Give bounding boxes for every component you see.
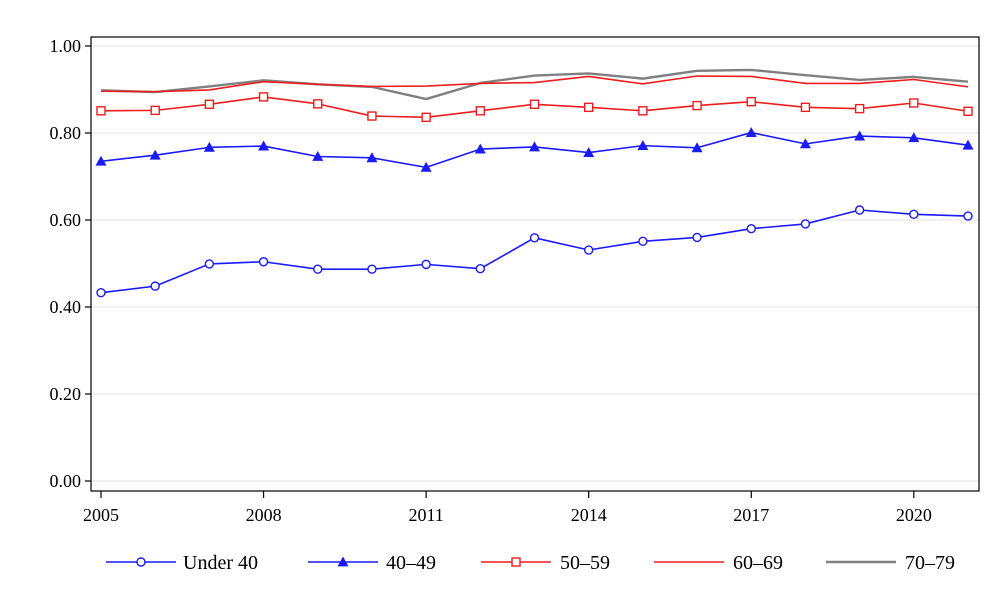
series-layer bbox=[95, 68, 974, 298]
data-point-triangle bbox=[691, 142, 703, 153]
data-point-square bbox=[963, 106, 973, 116]
data-point-triangle bbox=[583, 147, 595, 157]
y-tick-label: 0.00 bbox=[50, 471, 82, 491]
data-point-circle bbox=[854, 205, 865, 215]
series-1 bbox=[95, 127, 974, 172]
data-point-circle bbox=[475, 264, 486, 274]
data-point-triangle bbox=[474, 143, 486, 154]
data-point-circle bbox=[136, 557, 146, 567]
data-point-triangle bbox=[203, 141, 215, 152]
data-point-circle bbox=[692, 232, 702, 243]
data-point-square bbox=[638, 106, 648, 116]
series-3 bbox=[100, 75, 969, 93]
legend-label: 40–49 bbox=[386, 552, 436, 574]
data-point-square bbox=[258, 92, 269, 102]
data-point-square bbox=[583, 102, 594, 113]
data-point-square bbox=[529, 99, 540, 109]
x-tick-label: 2014 bbox=[571, 505, 607, 525]
data-point-triangle bbox=[799, 138, 811, 149]
data-point-triangle bbox=[908, 132, 920, 143]
data-point-triangle bbox=[366, 152, 378, 163]
data-point-circle bbox=[746, 223, 756, 234]
data-point-circle bbox=[258, 257, 269, 267]
data-point-triangle bbox=[637, 140, 649, 151]
data-point-triangle bbox=[854, 130, 866, 141]
legend-label: 70–79 bbox=[905, 552, 955, 574]
data-point-circle bbox=[96, 287, 106, 298]
legend-item-3: 60–69 bbox=[654, 552, 783, 574]
data-point-square bbox=[150, 105, 160, 116]
x-tick-label: 2005 bbox=[83, 505, 119, 525]
data-point-square bbox=[909, 98, 919, 108]
series-4 bbox=[100, 68, 969, 101]
legend-label: Under 40 bbox=[183, 552, 258, 574]
data-point-triangle bbox=[95, 155, 107, 166]
data-point-circle bbox=[638, 236, 648, 247]
data-point-square bbox=[511, 557, 521, 567]
data-point-circle bbox=[963, 211, 973, 221]
plot-frame bbox=[90, 36, 980, 492]
x-tick-label: 2008 bbox=[246, 505, 282, 525]
data-point-triangle bbox=[420, 161, 432, 172]
data-point-square bbox=[692, 100, 702, 111]
data-point-square bbox=[96, 106, 106, 116]
axes: 0.00 0.20 0.40 0.60 0.80 1.00 2005 2008 2011 2014… bbox=[50, 36, 980, 525]
data-point-triangle bbox=[337, 556, 349, 567]
data-point-circle bbox=[909, 209, 919, 220]
y-tick-label: 0.80 bbox=[50, 123, 82, 143]
data-point-circle bbox=[204, 259, 215, 269]
legend-item-2: 50–59 bbox=[481, 552, 610, 574]
data-point-triangle bbox=[258, 140, 270, 151]
x-tick-label: 2011 bbox=[408, 505, 443, 525]
y-tick-label: 0.40 bbox=[50, 297, 82, 317]
x-tick-label: 2020 bbox=[896, 505, 932, 525]
data-point-triangle bbox=[149, 149, 161, 160]
data-point-square bbox=[746, 96, 756, 107]
data-point-circle bbox=[529, 233, 540, 243]
data-point-circle bbox=[583, 245, 594, 255]
data-point-square bbox=[204, 99, 215, 109]
legend-label: 60–69 bbox=[733, 552, 783, 574]
x-tick-label: 2017 bbox=[733, 505, 769, 525]
data-point-triangle bbox=[529, 141, 540, 152]
y-tick-label: 0.60 bbox=[50, 210, 82, 230]
series-line bbox=[100, 209, 969, 294]
data-point-circle bbox=[800, 219, 811, 229]
data-point-circle bbox=[150, 281, 160, 291]
series-0 bbox=[96, 205, 973, 298]
y-tick-label: 0.20 bbox=[50, 384, 82, 404]
y-tick-label: 1.00 bbox=[50, 36, 82, 56]
data-point-square bbox=[854, 103, 865, 114]
gridlines bbox=[91, 45, 979, 482]
legend-item-0: Under 40 bbox=[106, 552, 258, 574]
legend-item-4: 70–79 bbox=[826, 552, 955, 574]
data-point-triangle bbox=[312, 150, 324, 161]
data-point-square bbox=[313, 99, 323, 109]
legend: Under 40 40–49 50–59 60–69 70–79 bbox=[106, 552, 955, 574]
data-point-square bbox=[421, 112, 431, 123]
series-2 bbox=[96, 92, 973, 123]
data-point-circle bbox=[367, 264, 377, 274]
data-point-circle bbox=[421, 259, 431, 270]
data-point-triangle bbox=[745, 127, 757, 137]
series-line bbox=[100, 75, 969, 93]
data-point-square bbox=[367, 111, 377, 121]
data-point-triangle bbox=[962, 139, 974, 150]
data-point-circle bbox=[313, 264, 323, 274]
legend-label: 50–59 bbox=[560, 552, 610, 574]
series-line bbox=[100, 68, 969, 101]
legend-item-1: 40–49 bbox=[308, 552, 436, 574]
data-point-square bbox=[475, 106, 486, 116]
data-point-square bbox=[800, 102, 811, 113]
